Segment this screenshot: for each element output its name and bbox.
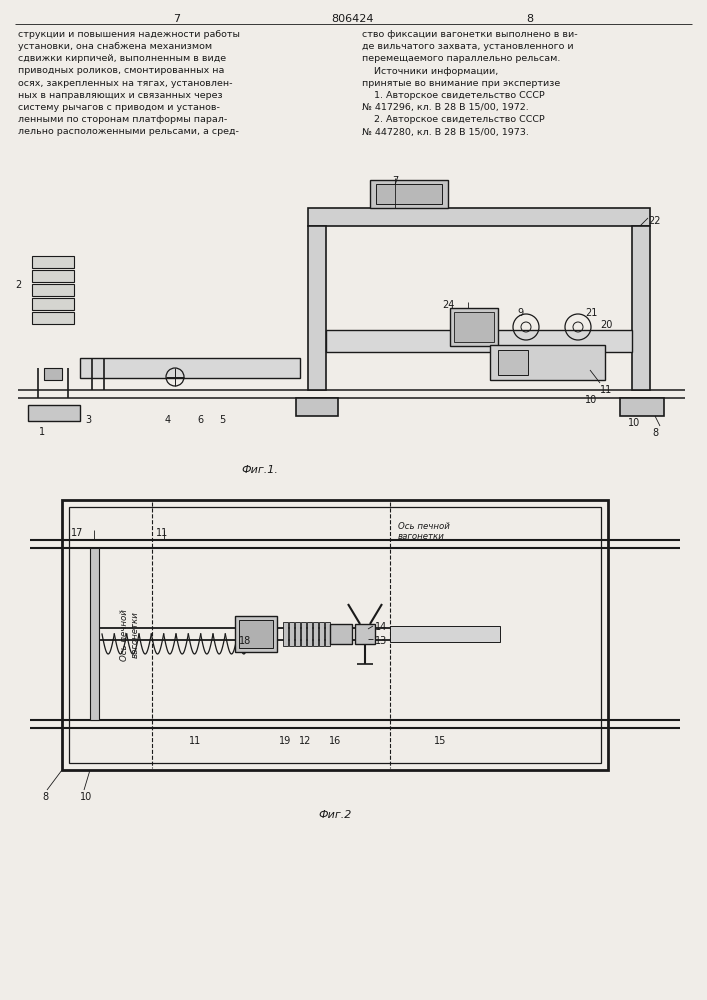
Text: № 417296, кл. В 28 В 15/00, 1972.: № 417296, кл. В 28 В 15/00, 1972. [362,103,529,112]
Bar [28,405,80,421]
Bar [235,616,277,652]
Bar [32,270,74,282]
Text: 13: 13 [375,636,387,646]
Text: Источники информации,: Источники информации, [362,67,498,76]
Text: 18: 18 [239,636,251,646]
Bar [454,312,494,342]
Text: 10: 10 [628,418,641,428]
Text: Фиг.2: Фиг.2 [318,810,351,820]
Text: 7: 7 [392,176,398,186]
Bar [308,226,326,390]
Bar [620,398,664,416]
Bar [376,184,442,204]
Text: 2: 2 [16,280,22,290]
Text: 11: 11 [156,528,168,538]
Text: 12: 12 [299,736,311,746]
Bar [498,350,528,375]
Text: принятые во внимание при экспертизе: принятые во внимание при экспертизе [362,79,560,88]
Bar [330,624,352,644]
Bar [32,298,74,310]
Text: 8: 8 [652,428,658,438]
Bar [355,624,375,644]
Bar [308,208,650,226]
Bar [44,368,62,380]
Bar [370,180,448,208]
Text: Ось печной
вагонетки: Ось печной вагонетки [398,522,450,541]
Text: 1: 1 [39,427,45,437]
Bar [239,620,273,648]
Text: 15: 15 [434,736,446,746]
Bar [301,622,306,646]
Text: 8: 8 [42,792,48,802]
Bar [319,622,324,646]
Text: ство фиксации вагонетки выполнено в ви-: ство фиксации вагонетки выполнено в ви- [362,30,578,39]
Text: Ось печной
вагонетки: Ось печной вагонетки [120,609,140,661]
Text: 9: 9 [517,308,523,318]
Text: 2. Авторское свидетельство СССР: 2. Авторское свидетельство СССР [362,115,545,124]
Text: 6: 6 [197,415,203,425]
Text: 20: 20 [600,320,612,330]
Bar [32,256,74,268]
Text: 7: 7 [173,14,180,24]
Text: 21: 21 [585,308,597,318]
Bar [283,622,288,646]
Bar [326,330,632,352]
Text: 22: 22 [648,216,660,226]
Bar [325,622,330,646]
Bar [62,500,608,770]
Bar [80,358,300,378]
Bar [32,284,74,296]
Text: 4: 4 [165,415,171,425]
Text: Фиг.1.: Фиг.1. [242,465,279,475]
Bar [450,308,498,346]
Text: 10: 10 [585,395,597,405]
Text: 10: 10 [80,792,92,802]
Text: 19: 19 [279,736,291,746]
Bar [295,622,300,646]
Bar [69,507,601,763]
Bar [32,312,74,324]
Bar [90,548,99,720]
Text: 17: 17 [71,528,83,538]
Bar [313,622,318,646]
Text: 16: 16 [329,736,341,746]
Text: 3: 3 [85,415,91,425]
Text: 5: 5 [219,415,225,425]
Text: 806424: 806424 [332,14,374,24]
Bar [307,622,312,646]
Bar [296,398,338,416]
Text: 11: 11 [600,385,612,395]
Text: 8: 8 [527,14,534,24]
Text: струкции и повышения надежности работы
установки, она снабжена механизмом
сдвижк: струкции и повышения надежности работы у… [18,30,240,136]
Bar [632,226,650,390]
Text: 24: 24 [442,300,454,310]
Text: 11: 11 [189,736,201,746]
Bar [289,622,294,646]
Text: № 447280, кл. В 28 В 15/00, 1973.: № 447280, кл. В 28 В 15/00, 1973. [362,128,529,137]
Text: перемещаемого параллельно рельсам.: перемещаемого параллельно рельсам. [362,54,561,63]
Text: 14: 14 [375,622,387,632]
Text: де вильчатого захвата, установленного и: де вильчатого захвата, установленного и [362,42,573,51]
Text: 1. Авторское свидетельство СССР: 1. Авторское свидетельство СССР [362,91,545,100]
Bar [490,345,605,380]
Bar [390,626,500,642]
